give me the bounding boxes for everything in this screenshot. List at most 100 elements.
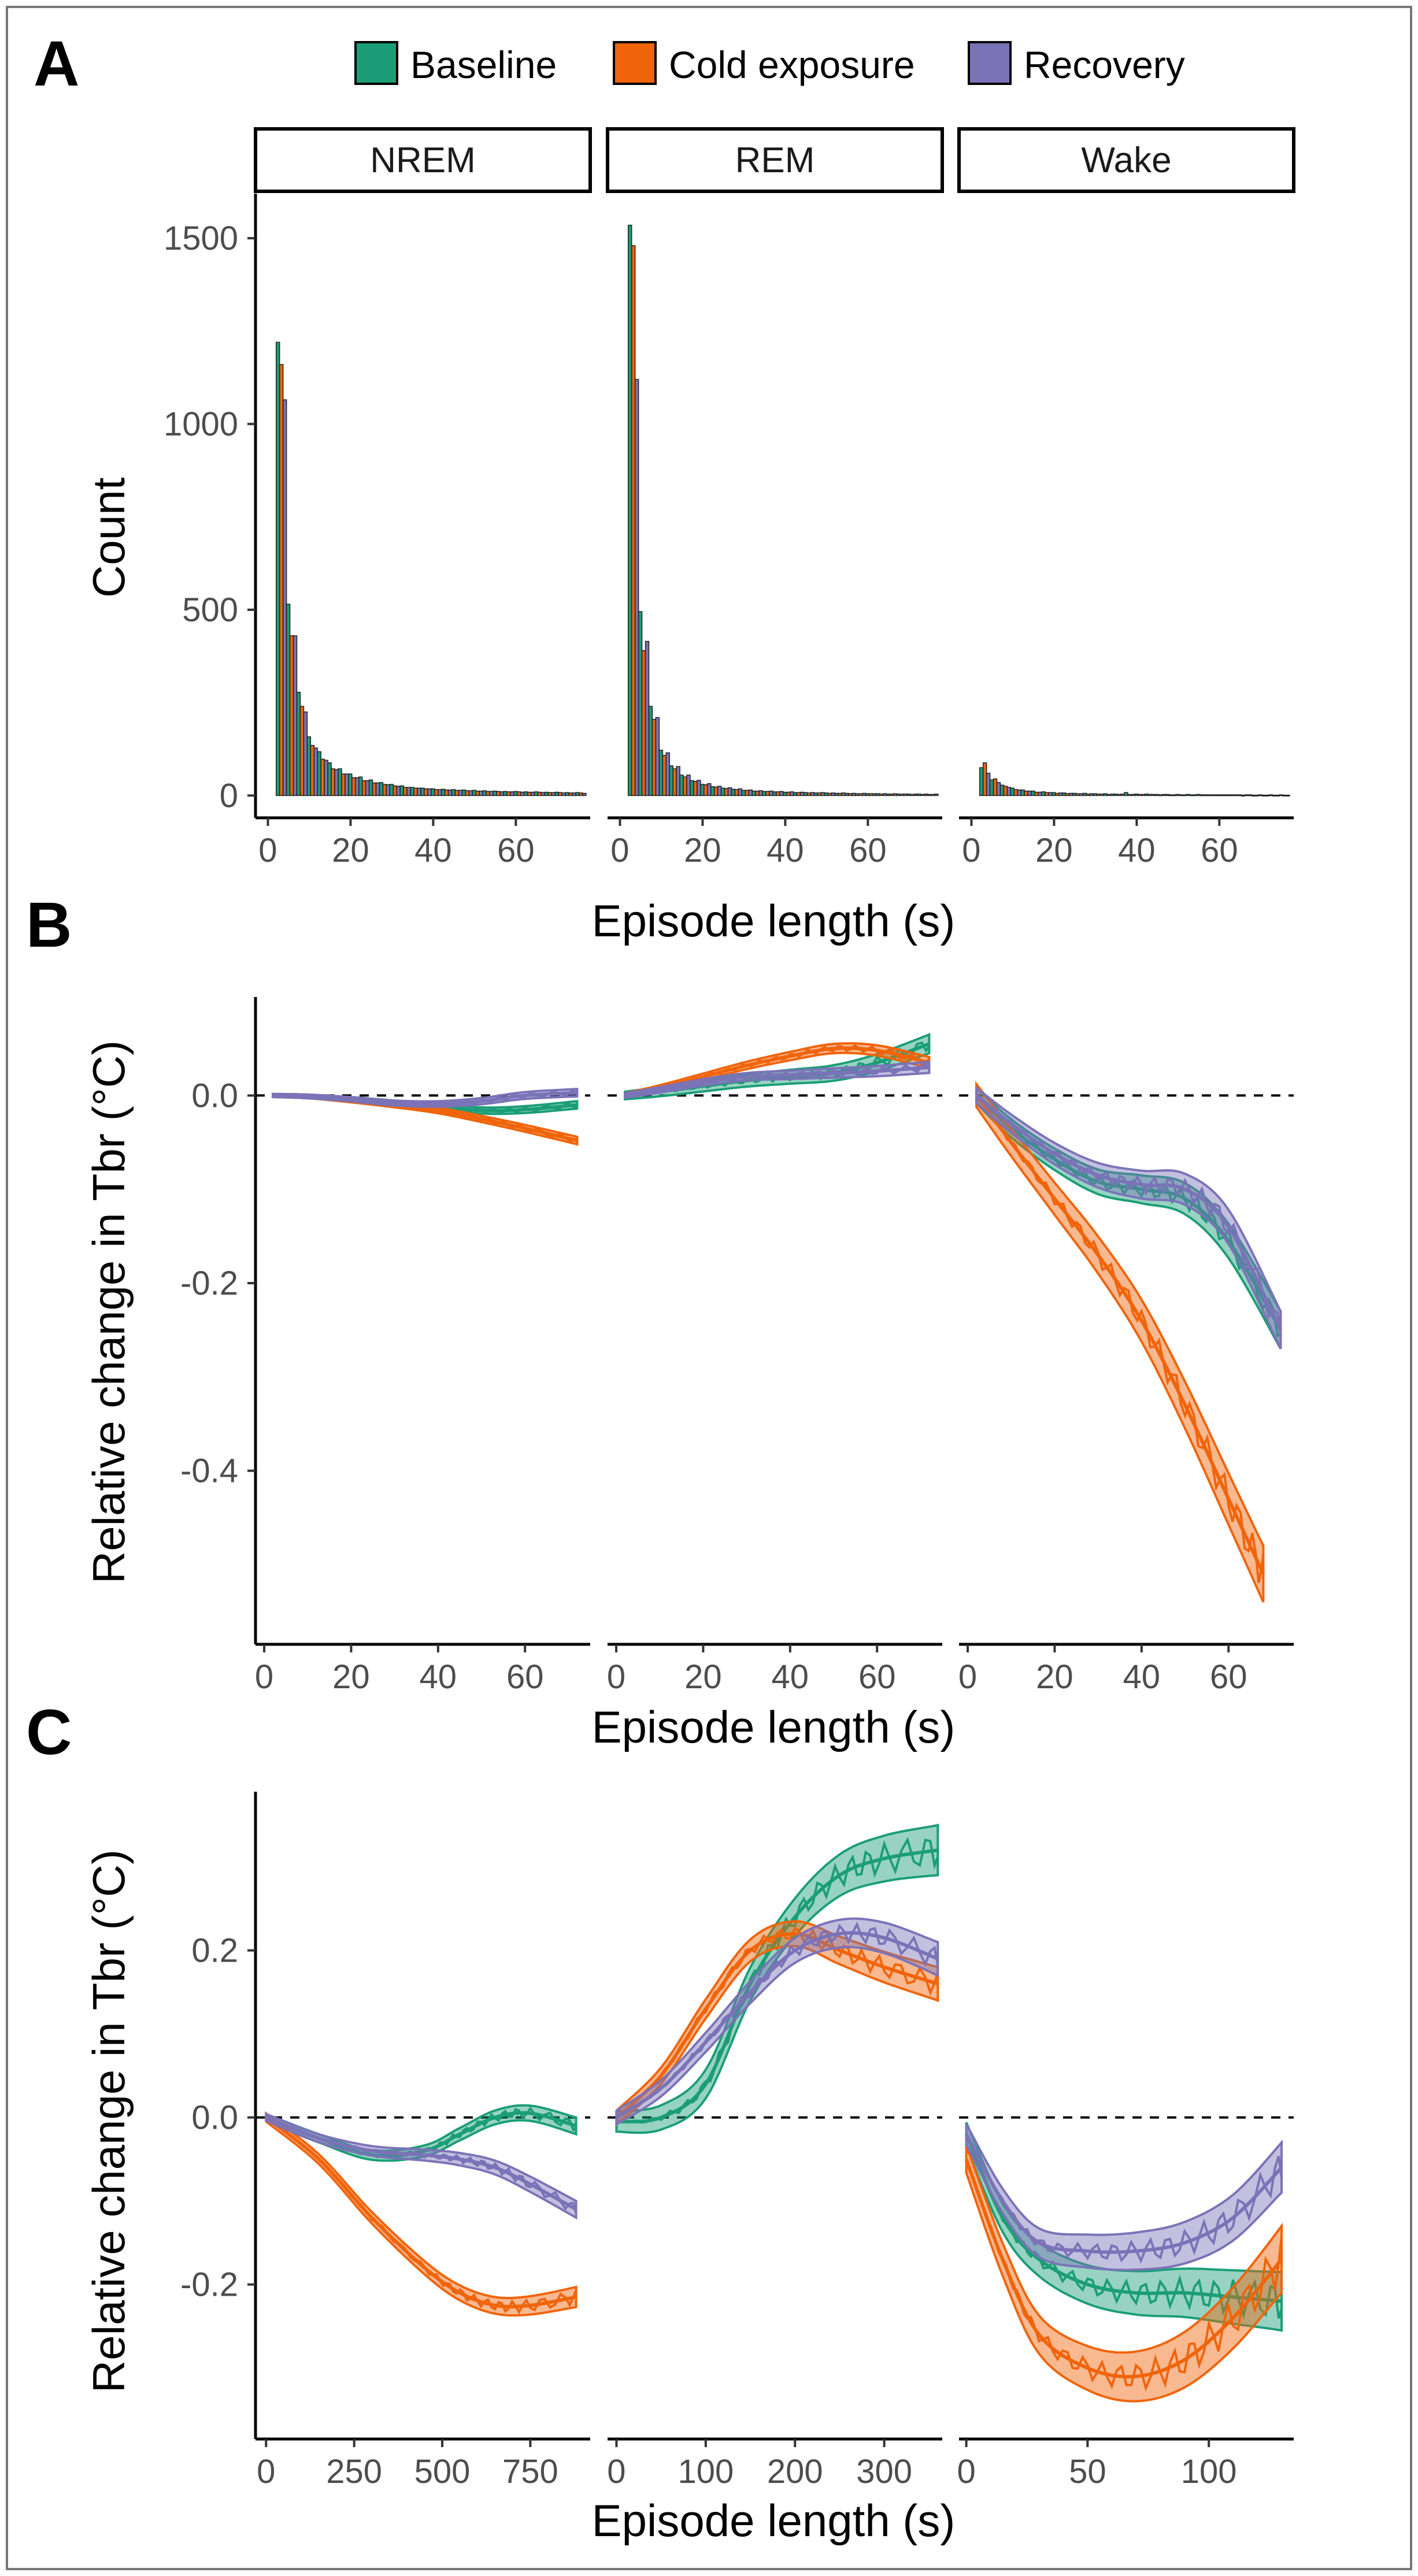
bar-rem-baseline xyxy=(669,765,673,796)
panel-c-fit-rem-baseline xyxy=(616,1848,938,2123)
bar-wake-cold-exposure xyxy=(1034,791,1039,796)
bar-nrem-cold-exposure xyxy=(527,791,532,796)
bar-nrem-baseline xyxy=(410,787,414,796)
bar-nrem-baseline xyxy=(420,787,425,796)
bar-nrem-baseline xyxy=(327,762,332,796)
bar-nrem-cold-exposure xyxy=(547,792,553,796)
bar-wake-recovery xyxy=(996,782,1001,796)
bar-rem-baseline xyxy=(658,750,664,796)
bar-wake-recovery xyxy=(1234,794,1239,796)
bar-rem-recovery xyxy=(913,794,918,796)
bar-wake-baseline xyxy=(1052,792,1056,796)
panel-c-nrem-x-tick-label: 0 xyxy=(257,2453,275,2490)
bar-nrem-recovery xyxy=(468,790,473,796)
panel-a-y-tick-label: 1500 xyxy=(164,220,238,257)
bar-rem-recovery xyxy=(665,752,670,796)
bar-rem-cold-exposure xyxy=(641,650,646,796)
bar-rem-recovery xyxy=(758,790,763,796)
bar-nrem-recovery xyxy=(437,789,442,796)
bar-nrem-cold-exposure xyxy=(289,635,294,796)
bar-wake-recovery xyxy=(1079,793,1084,796)
bar-nrem-baseline xyxy=(482,790,487,796)
panel-label-c: C xyxy=(26,1697,72,1768)
strip-wake: Wake xyxy=(957,127,1295,193)
bar-rem-baseline xyxy=(731,788,736,796)
panel-c-fit-nrem-recovery xyxy=(265,2115,577,2211)
bar-rem-recovery xyxy=(872,793,877,796)
bar-rem-cold-exposure xyxy=(786,791,791,796)
bar-rem-recovery xyxy=(903,794,908,796)
legend-label-baseline: Baseline xyxy=(410,43,557,86)
legend-swatch-baseline xyxy=(354,41,398,85)
legend-swatch-recovery xyxy=(968,41,1012,85)
panel-a-nrem-x-tick-label: 60 xyxy=(497,832,535,869)
bar-wake-cold-exposure xyxy=(1003,785,1008,796)
bar-nrem-cold-exposure xyxy=(454,790,460,796)
bar-wake-recovery xyxy=(1151,794,1156,796)
bar-wake-cold-exposure xyxy=(982,762,987,796)
bar-rem-recovery xyxy=(882,793,887,796)
panel-c-rem-x-tick-label: 0 xyxy=(607,2453,625,2490)
panel-c-rem-x-tick-label: 200 xyxy=(767,2453,823,2490)
bar-wake-recovery xyxy=(1006,787,1012,796)
bar-rem-cold-exposure xyxy=(631,245,636,796)
panel-a-rem-bars xyxy=(627,224,939,796)
bar-wake-cold-exposure xyxy=(1045,792,1049,796)
bar-wake-recovery xyxy=(1193,794,1197,796)
figure-border xyxy=(6,6,1412,2570)
bar-wake-cold-exposure xyxy=(1075,793,1080,796)
bar-rem-recovery xyxy=(862,792,867,796)
bar-rem-recovery xyxy=(676,766,680,796)
bar-rem-baseline xyxy=(700,784,705,796)
bar-wake-recovery xyxy=(1182,794,1187,796)
panel-a-rem-x-tick-label: 40 xyxy=(767,832,804,869)
bar-rem-recovery xyxy=(831,792,835,796)
bar-rem-cold-exposure xyxy=(920,794,925,796)
bar-nrem-recovery xyxy=(427,788,432,796)
bar-wake-baseline xyxy=(989,779,994,796)
bar-wake-baseline xyxy=(1247,794,1253,796)
bar-rem-cold-exposure xyxy=(651,718,657,796)
panel-b-fit-wake-baseline xyxy=(975,1094,1283,1331)
bar-wake-recovery xyxy=(986,773,991,796)
bar-rem-baseline xyxy=(845,792,849,796)
bar-wake-baseline xyxy=(1206,794,1211,796)
bar-nrem-recovery xyxy=(489,791,494,796)
panel-b-nrem-x-tick-label: 40 xyxy=(420,1658,457,1696)
bar-nrem-cold-exposure xyxy=(403,787,408,796)
bar-rem-recovery xyxy=(851,792,856,796)
bar-wake-cold-exposure xyxy=(1138,794,1142,796)
bar-wake-cold-exposure xyxy=(1199,794,1204,796)
panel-a-x-axis-title: Episode length (s) xyxy=(592,895,956,946)
bar-rem-baseline xyxy=(927,794,932,796)
panel-c-band-rem-cold-exposure xyxy=(615,1920,939,2127)
bar-nrem-recovery xyxy=(447,790,453,796)
bar-rem-cold-exposure xyxy=(910,794,915,796)
panel-b-rem-x-tick-label: 0 xyxy=(607,1658,625,1696)
panel-b-x-axis-title: Episode length (s) xyxy=(592,1702,956,1752)
panel-c-fit-wake-cold-exposure xyxy=(964,2158,1283,2379)
bar-rem-cold-exposure xyxy=(858,793,863,796)
panel-c-wake-x-tick-label: 50 xyxy=(1069,2453,1106,2490)
bar-nrem-baseline xyxy=(379,782,384,796)
bar-rem-cold-exposure xyxy=(806,792,812,796)
bar-rem-baseline xyxy=(627,224,632,796)
bar-rem-baseline xyxy=(710,786,715,796)
bar-nrem-baseline xyxy=(503,791,508,796)
panel-a-rem-x-tick-label: 20 xyxy=(684,832,721,869)
bar-rem-recovery xyxy=(779,791,784,796)
bar-wake-baseline xyxy=(1227,794,1232,796)
bar-wake-recovery xyxy=(1068,792,1073,796)
panel-b-wake-x-tick-label: 40 xyxy=(1123,1658,1161,1696)
bar-rem-baseline xyxy=(865,793,870,796)
bar-nrem-baseline xyxy=(317,751,321,796)
panel-b-wake-x-tick-label: 20 xyxy=(1036,1658,1073,1696)
bar-rem-recovery xyxy=(820,792,825,796)
bar-nrem-baseline xyxy=(451,789,456,796)
bar-wake-recovery xyxy=(1017,790,1021,796)
bar-rem-recovery xyxy=(924,794,928,796)
bar-wake-recovery xyxy=(1141,794,1146,796)
bar-wake-baseline xyxy=(1020,790,1025,796)
bar-nrem-recovery xyxy=(551,792,556,796)
bar-nrem-baseline xyxy=(389,784,394,796)
